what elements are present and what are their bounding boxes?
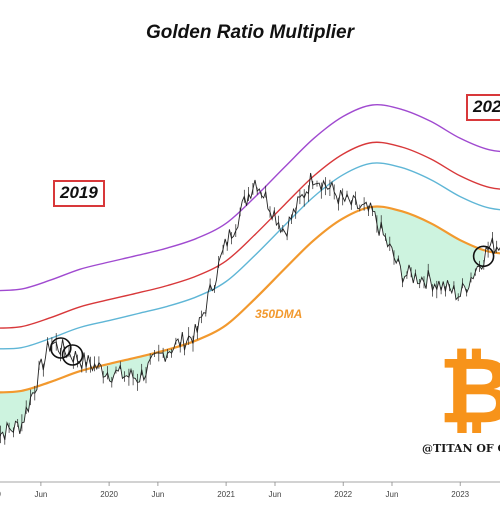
circle-marker-right <box>472 245 495 268</box>
x-tick-label: Jun <box>386 490 399 499</box>
watermark-text: @TITAN OF C <box>422 442 500 455</box>
x-tick-label: 2023 <box>451 490 469 499</box>
undervalued-fill-layer <box>0 206 484 440</box>
chart-title: Golden Ratio Multiplier <box>146 22 354 43</box>
circle-marker-band-blue <box>49 337 72 359</box>
bitcoin-logo-icon: ₿ <box>439 340 500 442</box>
x-tick-label: 2022 <box>334 490 352 499</box>
band-1-6x-line <box>0 162 500 350</box>
series-layer <box>0 104 500 394</box>
ma-350-label: 350DMA <box>255 307 303 321</box>
circle-markers <box>49 245 495 366</box>
x-tick-label: 2020 <box>100 490 118 499</box>
x-tick-label: Jun <box>151 490 164 499</box>
undervalued-region <box>372 206 484 300</box>
ma-350-line <box>0 205 500 394</box>
x-tick-label: 2019 <box>0 490 1 499</box>
svg-text:₿: ₿ <box>439 340 500 442</box>
undervalued-region <box>103 347 174 383</box>
year-annotation-right: 202 <box>466 94 500 121</box>
x-tick-label: Jun <box>34 490 47 499</box>
band-3x-line <box>0 104 500 292</box>
x-tick-label: Jun <box>269 490 282 499</box>
year-annotation-2019: 2019 <box>53 180 105 207</box>
circle-marker-band-red <box>61 344 84 366</box>
x-tick-label: 2021 <box>217 490 235 499</box>
x-axis: 2019Jun2020Jun2021Jun2022Jun2023Jun <box>0 481 500 499</box>
price-layer <box>0 172 500 445</box>
band-2x-line <box>0 141 500 329</box>
